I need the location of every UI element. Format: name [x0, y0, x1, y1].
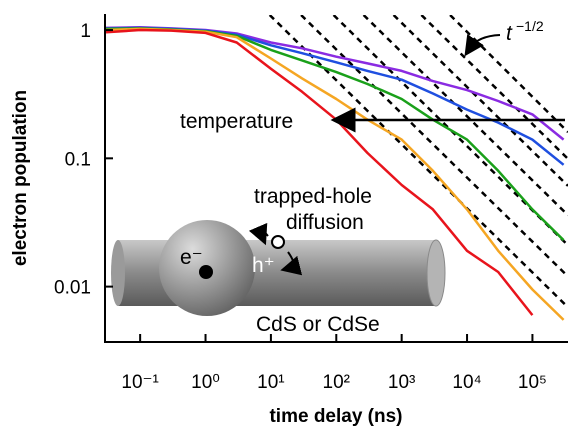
slope-exponent: −1/2	[516, 18, 544, 34]
temperature-label: temperature	[180, 110, 293, 133]
slope-base: t	[506, 22, 513, 45]
series-line	[105, 28, 534, 316]
electron-label: e⁻	[180, 246, 203, 269]
rod-end	[111, 240, 125, 306]
hole-dot	[271, 235, 285, 249]
guide-line	[268, 15, 568, 309]
nanorod-schematic: e⁻ h⁺ trapped-hole diffusion CdS or CdSe	[111, 185, 446, 336]
guide-line	[392, 15, 568, 187]
electron-dot	[199, 265, 213, 279]
series-line	[105, 26, 565, 141]
y-tick-label: 0.01	[54, 278, 91, 299]
x-tick-label: 10⁴	[452, 372, 481, 393]
y-tick-label: 0.1	[65, 149, 91, 170]
slope-arrow	[464, 34, 501, 57]
x-tick-label: 10⁵	[518, 372, 547, 393]
x-tick-label: 10²	[323, 372, 350, 393]
guide-line	[362, 15, 568, 217]
hole-label: h⁺	[252, 254, 275, 277]
x-tick-label: 10⁻¹	[121, 372, 159, 393]
rod-end	[426, 239, 446, 307]
hop-arrow	[248, 222, 269, 246]
x-tick-label: 10³	[388, 372, 415, 393]
plot-area	[105, 15, 568, 321]
series-line	[105, 27, 565, 242]
x-tick-label: 10⁰	[191, 372, 220, 393]
guide-line	[300, 15, 568, 278]
guide-line	[420, 15, 568, 160]
trapped-label: trapped-hole	[254, 185, 372, 208]
hop-arrow	[280, 251, 303, 276]
x-axis-title: time delay (ns)	[269, 406, 402, 427]
material-label: CdS or CdSe	[256, 313, 380, 336]
y-tick-label: 1	[80, 21, 91, 42]
diffusion-label: diffusion	[286, 211, 364, 234]
x-tick-label: 10¹	[257, 372, 284, 393]
y-axis-title: electron population	[10, 90, 31, 266]
